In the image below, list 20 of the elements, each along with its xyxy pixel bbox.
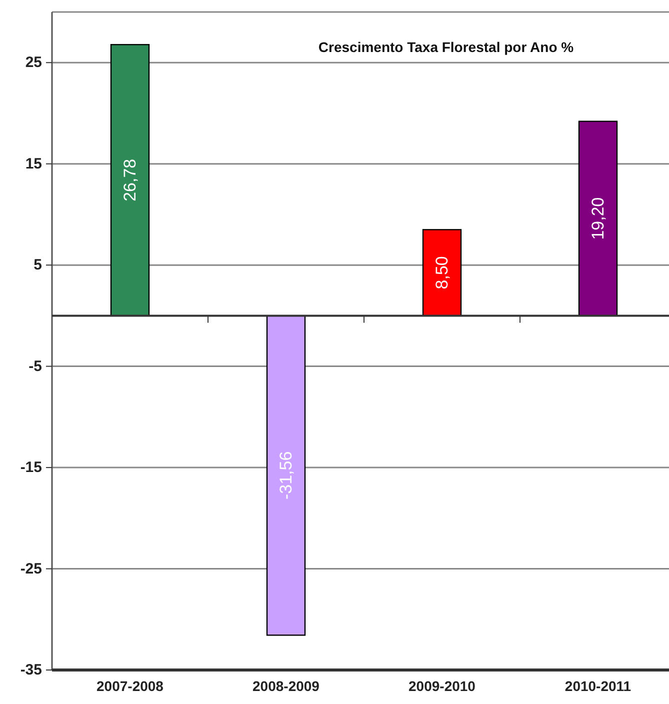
- y-tick-label: 25: [25, 54, 42, 72]
- x-tick-label: 2007-2008: [96, 678, 164, 694]
- x-tick-label: 2008-2009: [252, 678, 320, 694]
- bar: [110, 44, 150, 316]
- text: Crescimento Taxa Florestal por Ano %: [318, 39, 574, 55]
- bar: [422, 229, 462, 316]
- y-tick-label: -25: [20, 560, 42, 578]
- data-label: -31,56: [276, 451, 296, 500]
- data-label: 26,78: [120, 158, 140, 202]
- data-label: 8,50: [432, 256, 452, 290]
- x-tick-label: 2010-2011: [564, 678, 632, 694]
- y-tick-label: -15: [20, 459, 42, 476]
- y-tick-label: -5: [28, 358, 42, 375]
- bar: [578, 120, 618, 316]
- y-tick-label: 5: [34, 256, 42, 274]
- bar: [266, 315, 306, 636]
- y-tick-label: -35: [20, 662, 42, 678]
- y-tick-label: 15: [25, 155, 42, 172]
- data-label: 19,20: [588, 197, 608, 240]
- x-tick-label: 2009-2010: [408, 678, 476, 694]
